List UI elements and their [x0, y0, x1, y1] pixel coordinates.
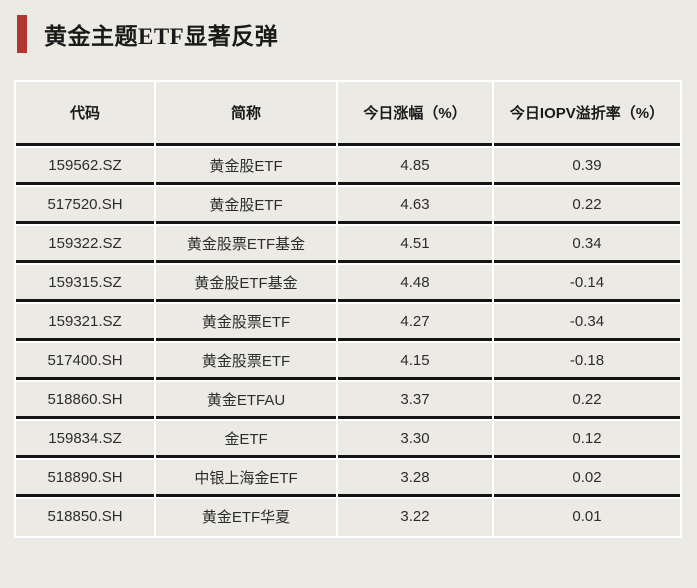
cell-short-name: 黄金股ETF基金 — [156, 265, 336, 302]
cell-today-iopv-premium-pct: 0.22 — [494, 187, 680, 224]
cell-today-change-pct: 4.85 — [338, 148, 492, 185]
cell-short-name: 黄金股ETF — [156, 187, 336, 224]
etf-table-figure: 黄金主题ETF显著反弹 代码 简称 今日涨幅（%） 今日IOPV溢折率（%） 1… — [0, 0, 697, 538]
cell-today-iopv-premium-pct: -0.14 — [494, 265, 680, 302]
cell-today-change-pct: 4.15 — [338, 343, 492, 380]
cell-code: 159322.SZ — [16, 226, 154, 263]
cell-today-iopv-premium-pct: 0.22 — [494, 382, 680, 419]
table-row: 159562.SZ 黄金股ETF 4.85 0.39 — [16, 148, 680, 185]
col-header-today-change-pct: 今日涨幅（%） — [338, 82, 492, 146]
cell-short-name: 中银上海金ETF — [156, 460, 336, 497]
cell-short-name: 黄金股票ETF — [156, 343, 336, 380]
cell-today-change-pct: 3.30 — [338, 421, 492, 458]
table-row: 518890.SH 中银上海金ETF 3.28 0.02 — [16, 460, 680, 497]
cell-today-change-pct: 4.51 — [338, 226, 492, 263]
cell-short-name: 黄金ETFAU — [156, 382, 336, 419]
col-header-today-iopv-premium-pct: 今日IOPV溢折率（%） — [494, 82, 680, 146]
col-header-short-name: 简称 — [156, 82, 336, 146]
figure-header: 黄金主题ETF显著反弹 — [0, 0, 697, 53]
table-row: 517400.SH 黄金股票ETF 4.15 -0.18 — [16, 343, 680, 380]
cell-code: 159315.SZ — [16, 265, 154, 302]
table-row: 159834.SZ 金ETF 3.30 0.12 — [16, 421, 680, 458]
cell-short-name: 黄金股ETF — [156, 148, 336, 185]
cell-code: 159834.SZ — [16, 421, 154, 458]
cell-code: 517400.SH — [16, 343, 154, 380]
cell-code: 517520.SH — [16, 187, 154, 224]
cell-today-change-pct: 4.63 — [338, 187, 492, 224]
cell-short-name: 黄金ETF华夏 — [156, 499, 336, 536]
title-accent-bar — [17, 14, 27, 53]
table-header: 代码 简称 今日涨幅（%） 今日IOPV溢折率（%） — [16, 82, 680, 146]
cell-code: 518860.SH — [16, 382, 154, 419]
cell-code: 518850.SH — [16, 499, 154, 536]
table-header-row: 代码 简称 今日涨幅（%） 今日IOPV溢折率（%） — [16, 82, 680, 146]
table-row: 159315.SZ 黄金股ETF基金 4.48 -0.14 — [16, 265, 680, 302]
table-row: 159321.SZ 黄金股票ETF 4.27 -0.34 — [16, 304, 680, 341]
cell-today-iopv-premium-pct: 0.01 — [494, 499, 680, 536]
table-row: 518850.SH 黄金ETF华夏 3.22 0.01 — [16, 499, 680, 536]
cell-today-iopv-premium-pct: -0.34 — [494, 304, 680, 341]
table-row: 517520.SH 黄金股ETF 4.63 0.22 — [16, 187, 680, 224]
cell-today-iopv-premium-pct: 0.34 — [494, 226, 680, 263]
table-body: 159562.SZ 黄金股ETF 4.85 0.39 517520.SH 黄金股… — [16, 148, 680, 536]
cell-today-iopv-premium-pct: 0.02 — [494, 460, 680, 497]
cell-today-iopv-premium-pct: -0.18 — [494, 343, 680, 380]
cell-today-iopv-premium-pct: 0.39 — [494, 148, 680, 185]
cell-today-change-pct: 4.48 — [338, 265, 492, 302]
table-row: 518860.SH 黄金ETFAU 3.37 0.22 — [16, 382, 680, 419]
col-header-code: 代码 — [16, 82, 154, 146]
figure-title: 黄金主题ETF显著反弹 — [44, 23, 279, 49]
cell-today-change-pct: 3.37 — [338, 382, 492, 419]
cell-code: 159321.SZ — [16, 304, 154, 341]
etf-data-table: 代码 简称 今日涨幅（%） 今日IOPV溢折率（%） 159562.SZ 黄金股… — [14, 80, 682, 538]
cell-short-name: 黄金股票ETF基金 — [156, 226, 336, 263]
cell-code: 159562.SZ — [16, 148, 154, 185]
cell-today-iopv-premium-pct: 0.12 — [494, 421, 680, 458]
table-row: 159322.SZ 黄金股票ETF基金 4.51 0.34 — [16, 226, 680, 263]
cell-today-change-pct: 4.27 — [338, 304, 492, 341]
cell-code: 518890.SH — [16, 460, 154, 497]
cell-today-change-pct: 3.28 — [338, 460, 492, 497]
cell-short-name: 黄金股票ETF — [156, 304, 336, 341]
cell-today-change-pct: 3.22 — [338, 499, 492, 536]
cell-short-name: 金ETF — [156, 421, 336, 458]
